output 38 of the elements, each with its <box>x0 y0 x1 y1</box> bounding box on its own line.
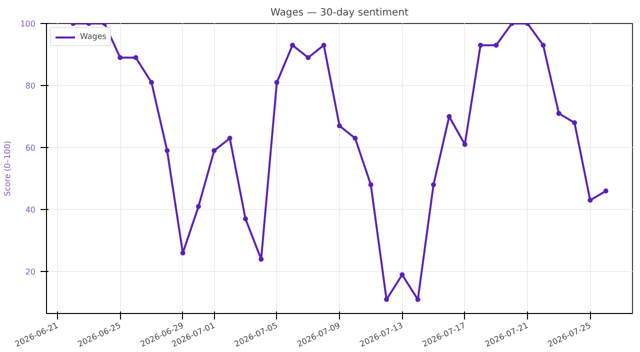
point <box>540 42 546 48</box>
point <box>462 142 468 147</box>
point <box>196 204 201 209</box>
point <box>118 55 123 60</box>
point <box>290 42 295 48</box>
point <box>368 182 374 188</box>
y-tick-label: 20 <box>25 268 36 277</box>
legend-label: Wages <box>80 32 106 41</box>
y-tick-label: 80 <box>25 82 36 91</box>
point <box>227 136 232 141</box>
point <box>164 148 170 154</box>
point <box>494 42 499 48</box>
point <box>274 80 280 85</box>
point <box>133 55 138 60</box>
point <box>400 272 405 278</box>
point <box>180 250 186 256</box>
point <box>478 42 484 48</box>
point <box>384 297 390 302</box>
point <box>556 110 562 116</box>
point <box>415 297 420 302</box>
point <box>572 120 578 126</box>
point <box>212 148 217 154</box>
point <box>603 188 608 194</box>
point <box>148 80 154 85</box>
point <box>337 123 342 128</box>
y-tick-label: 40 <box>25 206 36 215</box>
point <box>446 114 452 120</box>
y-tick-label: 60 <box>25 144 36 153</box>
point <box>352 136 358 141</box>
y-tick-label: 100 <box>20 20 36 28</box>
y-axis-title: Score (0–100) <box>3 140 12 196</box>
point <box>588 198 593 203</box>
point <box>321 42 326 48</box>
point <box>306 55 311 60</box>
point <box>258 256 264 262</box>
chart-title: Wages — 30-day sentiment <box>270 8 409 18</box>
point <box>431 182 436 188</box>
point <box>242 216 248 222</box>
